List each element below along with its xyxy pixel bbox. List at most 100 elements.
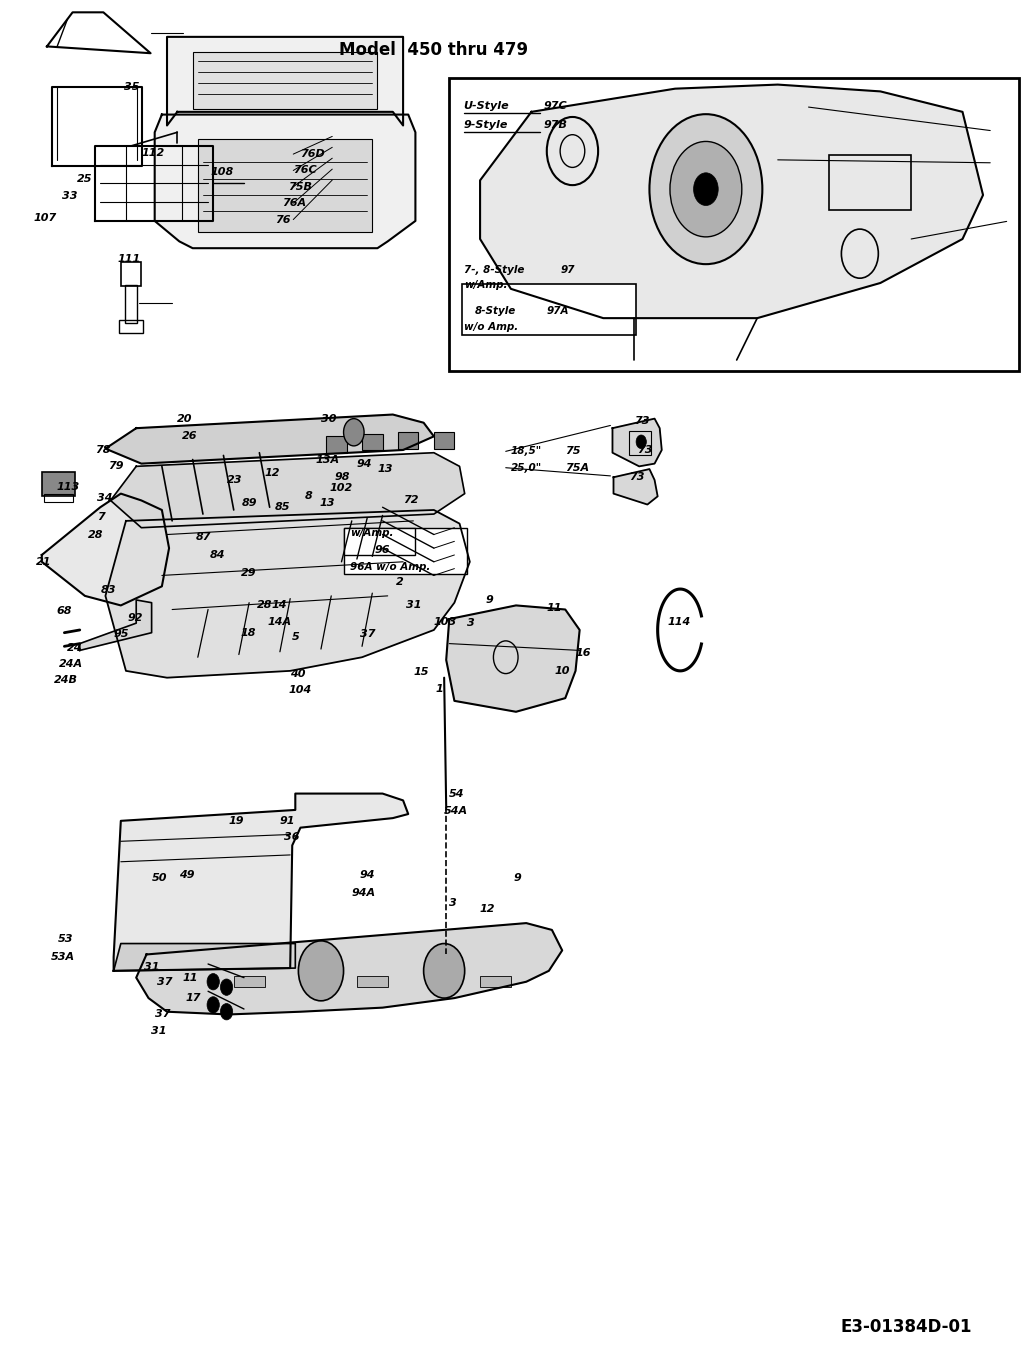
Bar <box>344 527 416 554</box>
Text: 11: 11 <box>547 604 562 613</box>
Text: E3-01384D-01: E3-01384D-01 <box>840 1318 972 1336</box>
Text: 33: 33 <box>62 192 77 201</box>
Polygon shape <box>480 85 983 318</box>
Text: 23: 23 <box>227 475 243 485</box>
Text: 21: 21 <box>36 557 52 567</box>
Circle shape <box>220 175 231 192</box>
Polygon shape <box>114 943 295 971</box>
Text: w/Amp.: w/Amp. <box>350 528 393 538</box>
Text: 98: 98 <box>334 472 350 482</box>
Text: 18,5": 18,5" <box>511 446 542 456</box>
Text: 111: 111 <box>118 255 141 264</box>
Text: 35: 35 <box>124 82 139 92</box>
Bar <box>357 976 388 987</box>
Text: 96A w/o Amp.: 96A w/o Amp. <box>350 563 430 572</box>
Text: 16: 16 <box>576 648 591 658</box>
Text: 29: 29 <box>240 568 256 578</box>
Bar <box>344 527 466 574</box>
Text: 11: 11 <box>183 972 198 983</box>
Text: w/Amp.: w/Amp. <box>463 281 507 290</box>
Polygon shape <box>136 923 562 1014</box>
Bar <box>362 434 383 450</box>
Text: 113: 113 <box>56 482 79 491</box>
Text: 75A: 75A <box>566 463 589 472</box>
Text: 94: 94 <box>360 871 376 880</box>
Text: 97: 97 <box>560 266 575 275</box>
Text: 3: 3 <box>466 619 475 628</box>
Text: 25: 25 <box>76 174 92 183</box>
Bar <box>125 285 137 323</box>
Bar <box>480 976 511 987</box>
Circle shape <box>221 979 232 995</box>
Circle shape <box>221 1003 232 1020</box>
Text: Model  450 thru 479: Model 450 thru 479 <box>340 41 528 59</box>
Text: 54A: 54A <box>444 806 469 816</box>
Text: 8-Style: 8-Style <box>475 305 516 316</box>
Text: 14: 14 <box>271 601 287 611</box>
Text: 76D: 76D <box>300 149 325 159</box>
Bar <box>41 472 74 497</box>
Text: 37: 37 <box>155 1009 170 1020</box>
Text: 13: 13 <box>320 498 335 508</box>
Text: 76C: 76C <box>293 166 317 175</box>
Polygon shape <box>41 494 169 605</box>
Bar <box>326 437 347 453</box>
Text: 73: 73 <box>634 416 649 426</box>
Text: 9: 9 <box>485 596 493 605</box>
Text: 78: 78 <box>95 445 110 455</box>
Text: 103: 103 <box>433 617 457 627</box>
Text: 112: 112 <box>141 148 164 157</box>
Text: 13: 13 <box>378 464 393 474</box>
Text: 9: 9 <box>514 873 522 883</box>
Text: 5: 5 <box>292 631 300 642</box>
Text: 14A: 14A <box>267 617 292 627</box>
Text: 114: 114 <box>668 617 691 627</box>
Text: 49: 49 <box>180 871 195 880</box>
Circle shape <box>670 141 742 237</box>
Text: 97A: 97A <box>547 305 570 316</box>
Text: 53: 53 <box>58 935 73 945</box>
Text: 79: 79 <box>108 461 124 471</box>
Text: 53A: 53A <box>51 953 75 962</box>
Text: 37: 37 <box>157 976 172 987</box>
Text: 68: 68 <box>56 606 71 616</box>
Text: 7-, 8-Style: 7-, 8-Style <box>463 266 524 275</box>
Text: w/o Amp.: w/o Amp. <box>463 322 518 333</box>
Circle shape <box>207 973 220 990</box>
Text: 97B: 97B <box>544 120 568 130</box>
Text: 84: 84 <box>211 550 226 560</box>
Text: 24B: 24B <box>54 675 78 686</box>
Text: 87: 87 <box>196 533 212 542</box>
Text: 102: 102 <box>329 483 353 493</box>
Text: 24A: 24A <box>59 658 84 669</box>
Text: 34: 34 <box>97 493 112 502</box>
Text: 2: 2 <box>396 578 404 587</box>
Polygon shape <box>155 115 416 248</box>
Text: 19: 19 <box>229 816 245 826</box>
Text: 96: 96 <box>375 545 390 554</box>
Text: 18: 18 <box>240 628 256 638</box>
Text: 94: 94 <box>357 459 373 468</box>
Polygon shape <box>613 470 657 505</box>
Text: 85: 85 <box>275 502 290 512</box>
Circle shape <box>636 435 646 449</box>
Bar <box>193 52 378 110</box>
Text: 3: 3 <box>449 898 457 908</box>
Text: 72: 72 <box>404 496 419 505</box>
Bar <box>43 494 72 502</box>
Text: 20: 20 <box>178 413 193 423</box>
Text: 94A: 94A <box>352 888 376 898</box>
Text: 7: 7 <box>97 512 105 522</box>
Polygon shape <box>446 605 580 712</box>
Polygon shape <box>105 511 470 678</box>
Text: 75B: 75B <box>288 182 312 192</box>
Text: 8: 8 <box>304 491 313 501</box>
Text: 89: 89 <box>241 498 257 508</box>
Text: 54: 54 <box>449 789 464 798</box>
Text: 1: 1 <box>436 683 444 694</box>
Circle shape <box>423 943 464 998</box>
Text: U-Style: U-Style <box>463 101 509 111</box>
Polygon shape <box>167 37 404 126</box>
Text: 73: 73 <box>628 472 644 482</box>
Bar <box>233 976 264 987</box>
